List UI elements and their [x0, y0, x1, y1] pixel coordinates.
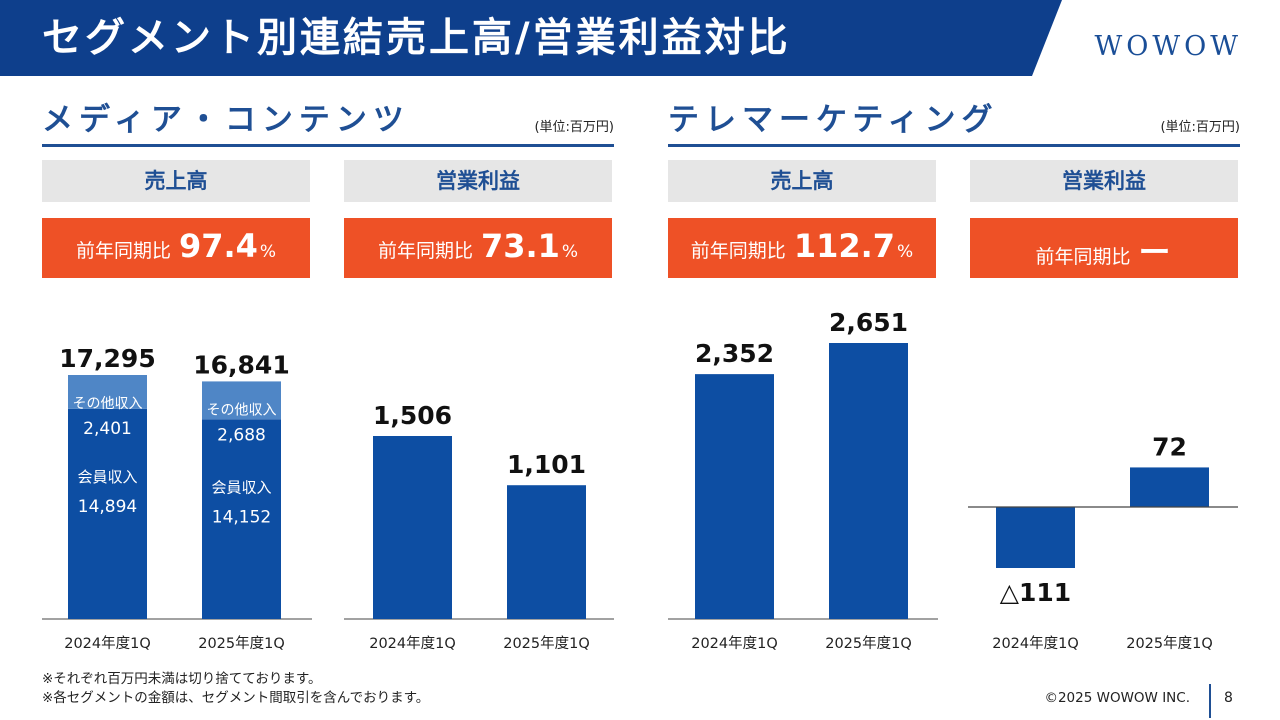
wowow-logo: WOWOW [1094, 31, 1242, 62]
bar-membership-revenue [68, 408, 147, 619]
segment-label: 会員収入 [211, 478, 271, 496]
segment-title-telemarketing: テレマーケティング [668, 102, 999, 138]
category-label: 2024年度1Q [992, 635, 1079, 652]
value-label: 2,352 [695, 339, 774, 368]
category-label: 2025年度1Q [503, 635, 590, 652]
bar [373, 436, 452, 619]
footer-divider [1209, 684, 1211, 718]
segment-label: その他収入 [207, 402, 277, 418]
footnote: ※各セグメントの金額は、セグメント間取引を含んでおります。 [42, 690, 430, 706]
category-label: 2024年度1Q [64, 635, 151, 652]
value-label: 72 [1152, 432, 1187, 461]
segment-rule [668, 144, 1240, 147]
yoy-ratio-box: 前年同期比 ー [970, 218, 1238, 278]
segment-value: 14,152 [212, 507, 271, 527]
metric-head-operating-profit: 営業利益 [344, 160, 612, 202]
segment-label: その他収入 [73, 396, 143, 412]
total-value-label: 16,841 [193, 350, 289, 379]
unit-label: (単位:百万円) [1160, 120, 1240, 135]
bar [829, 343, 908, 619]
value-label: 1,506 [373, 401, 452, 430]
page-number: 8 [1224, 690, 1233, 706]
segment-label: 会員収入 [77, 468, 137, 486]
unit-label: (単位:百万円) [534, 120, 614, 135]
copyright: ©2025 WOWOW INC. [1044, 690, 1190, 706]
bar [507, 485, 586, 619]
yoy-ratio-value: ー [1138, 233, 1171, 271]
yoy-ratio-label: 前年同期比 [377, 240, 473, 262]
category-label: 2025年度1Q [198, 635, 285, 652]
bar-membership-revenue [202, 419, 281, 619]
yoy-ratio-value: 73.1 [480, 227, 560, 265]
segment-value: 14,894 [78, 497, 137, 517]
yoy-ratio-suffix: % [259, 242, 277, 262]
yoy-ratio-label: 前年同期比 [690, 240, 786, 262]
footnote: ※それぞれ百万円未満は切り捨てております。 [42, 671, 322, 687]
segment-value: 2,401 [83, 419, 132, 439]
category-label: 2024年度1Q [369, 635, 456, 652]
bar [1130, 467, 1209, 507]
bar-other-revenue [202, 381, 281, 420]
page-title: セグメント別連結売上高/営業利益対比 [42, 15, 791, 61]
bar [695, 374, 774, 619]
metric-head-sales: 売上高 [668, 160, 936, 202]
yoy-ratio-suffix: % [561, 242, 579, 262]
metric-head-operating-profit: 営業利益 [970, 160, 1238, 202]
yoy-ratio-label: 前年同期比 [75, 240, 171, 262]
segment-title-media-contents: メディア・コンテンツ [42, 102, 410, 138]
value-label: △111 [1000, 578, 1071, 607]
value-label: 1,101 [507, 450, 586, 479]
yoy-ratio-value: 97.4 [178, 227, 258, 265]
yoy-ratio-box: 前年同期比 73.1 % [344, 218, 612, 278]
yoy-ratio-label: 前年同期比 [1035, 246, 1131, 268]
bar-other-revenue [68, 375, 147, 409]
category-label: 2025年度1Q [825, 635, 912, 652]
category-label: 2025年度1Q [1126, 635, 1213, 652]
bar [996, 507, 1075, 568]
yoy-ratio-box: 前年同期比 112.7 % [668, 218, 936, 278]
metric-head-sales: 売上高 [42, 160, 310, 202]
segment-rule [42, 144, 614, 147]
yoy-ratio-box: 前年同期比 97.4 % [42, 218, 310, 278]
value-label: 2,651 [829, 308, 908, 337]
yoy-ratio-suffix: % [897, 242, 914, 262]
category-label: 2024年度1Q [691, 635, 778, 652]
yoy-ratio-value: 112.7 [793, 227, 896, 265]
segment-value: 2,688 [217, 425, 266, 445]
total-value-label: 17,295 [59, 344, 155, 373]
header-band [0, 0, 1062, 76]
